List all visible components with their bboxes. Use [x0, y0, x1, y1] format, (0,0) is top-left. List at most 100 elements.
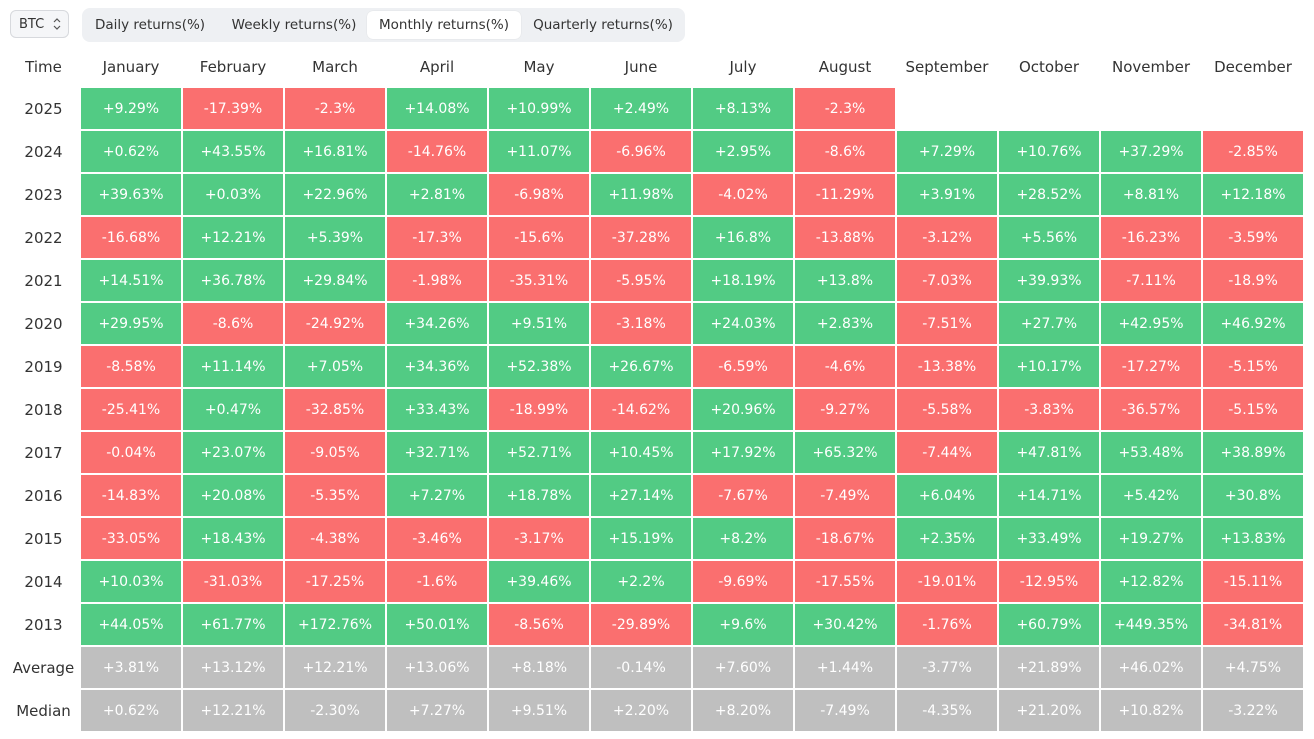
return-cell: +2.35%	[897, 518, 997, 559]
return-cell: -8.6%	[183, 303, 283, 344]
return-cell: -3.18%	[591, 303, 691, 344]
month-column-header[interactable]: September	[905, 57, 989, 76]
summary-cell: +13.06%	[387, 647, 487, 688]
return-cell: -9.05%	[285, 432, 385, 473]
year-label: 2013	[24, 615, 63, 634]
return-cell: +12.21%	[183, 217, 283, 258]
month-column-header[interactable]: January	[102, 57, 160, 76]
year-label: 2016	[24, 486, 63, 505]
table-row: 2013 +44.05% +61.77% +172.76% +50.01% -8.56% -…	[8, 604, 1303, 645]
table-body: 2025 +9.29% -17.39% -2.3% +14.08% +10.99% +2.4…	[8, 88, 1303, 731]
tab-weekly-returns[interactable]: Weekly returns(%)	[231, 17, 357, 33]
year-label: 2014	[24, 572, 63, 591]
tab-quarterly-returns[interactable]: Quarterly returns(%)	[533, 17, 673, 33]
return-cell: -7.51%	[897, 303, 997, 344]
return-cell: +7.27%	[387, 475, 487, 516]
return-cell: +34.36%	[387, 346, 487, 387]
return-cell: +39.46%	[489, 561, 589, 602]
return-cell: +3.91%	[897, 174, 997, 215]
summary-cell: +0.62%	[81, 690, 181, 731]
return-cell: +16.81%	[285, 131, 385, 172]
return-cell: +65.32%	[795, 432, 895, 473]
return-cell: -3.83%	[999, 389, 1099, 430]
return-cell: -15.6%	[489, 217, 589, 258]
month-column-header[interactable]: October	[1018, 57, 1080, 76]
return-cell: +449.35%	[1101, 604, 1201, 645]
summary-cell: +8.20%	[693, 690, 793, 731]
summary-cell: +1.44%	[795, 647, 895, 688]
table-row: 2017 -0.04% +23.07% -9.05% +32.71% +52.71% +10…	[8, 432, 1303, 473]
return-cell: +27.14%	[591, 475, 691, 516]
return-cell: -24.92%	[285, 303, 385, 344]
return-cell: +22.96%	[285, 174, 385, 215]
month-column-header[interactable]: March	[312, 57, 358, 76]
return-cell: +15.19%	[591, 518, 691, 559]
empty-return-cell	[897, 88, 997, 129]
return-cell: +10.03%	[81, 561, 181, 602]
return-cell: +5.56%	[999, 217, 1099, 258]
return-cell: +32.71%	[387, 432, 487, 473]
return-cell: -14.62%	[591, 389, 691, 430]
return-cell: -1.76%	[897, 604, 997, 645]
return-cell: -18.99%	[489, 389, 589, 430]
return-cell: +42.95%	[1101, 303, 1201, 344]
return-cell: +9.6%	[693, 604, 793, 645]
return-cell: -25.41%	[81, 389, 181, 430]
month-column-header[interactable]: June	[624, 57, 658, 76]
return-cell: -0.04%	[81, 432, 181, 473]
month-column-header[interactable]: July	[729, 57, 757, 76]
return-cell: -8.58%	[81, 346, 181, 387]
return-cell: -4.02%	[693, 174, 793, 215]
table-row: 2016 -14.83% +20.08% -5.35% +7.27% +18.78% +27…	[8, 475, 1303, 516]
return-cell: +7.05%	[285, 346, 385, 387]
return-cell: -17.3%	[387, 217, 487, 258]
return-cell: -13.88%	[795, 217, 895, 258]
summary-cell: +13.12%	[183, 647, 283, 688]
return-cell: -7.67%	[693, 475, 793, 516]
summary-cell: -7.49%	[795, 690, 895, 731]
month-column-header[interactable]: February	[199, 57, 267, 76]
return-cell: -18.9%	[1203, 260, 1303, 301]
tab-monthly-returns[interactable]: Monthly returns(%)	[367, 11, 521, 39]
summary-cell: +7.60%	[693, 647, 793, 688]
month-column-header[interactable]: December	[1214, 57, 1292, 76]
return-cell: +50.01%	[387, 604, 487, 645]
summary-cell: +21.20%	[999, 690, 1099, 731]
return-cell: +16.8%	[693, 217, 793, 258]
asset-selector[interactable]: BTC	[10, 10, 69, 38]
return-cell: +38.89%	[1203, 432, 1303, 473]
return-cell: -5.58%	[897, 389, 997, 430]
return-cell: -31.03%	[183, 561, 283, 602]
return-cell: -7.11%	[1101, 260, 1201, 301]
return-cell: +33.43%	[387, 389, 487, 430]
empty-return-cell	[999, 88, 1099, 129]
month-column-header[interactable]: August	[818, 57, 872, 76]
return-cell: +8.13%	[693, 88, 793, 129]
return-cell: -7.49%	[795, 475, 895, 516]
return-cell: -17.39%	[183, 88, 283, 129]
summary-cell: -2.30%	[285, 690, 385, 731]
return-cell: +17.92%	[693, 432, 793, 473]
month-column-header[interactable]: May	[523, 57, 555, 76]
month-column-header[interactable]: November	[1111, 57, 1191, 76]
return-cell: +11.14%	[183, 346, 283, 387]
summary-cell: +4.75%	[1203, 647, 1303, 688]
table-row: 2024 +0.62% +43.55% +16.81% -14.76% +11.07% -6…	[8, 131, 1303, 172]
table-row: 2022 -16.68% +12.21% +5.39% -17.3% -15.6% -37.…	[8, 217, 1303, 258]
return-cell: +28.52%	[999, 174, 1099, 215]
summary-cell: +12.21%	[285, 647, 385, 688]
return-cell: +2.83%	[795, 303, 895, 344]
return-cell: +8.2%	[693, 518, 793, 559]
year-label: 2019	[24, 357, 63, 376]
return-cell: +12.18%	[1203, 174, 1303, 215]
tab-daily-returns[interactable]: Daily returns(%)	[94, 17, 206, 33]
year-label: 2024	[24, 142, 63, 161]
month-column-header[interactable]: April	[419, 57, 455, 76]
return-cell: -9.27%	[795, 389, 895, 430]
return-cell: -1.6%	[387, 561, 487, 602]
return-cell: -17.25%	[285, 561, 385, 602]
summary-cell: +2.20%	[591, 690, 691, 731]
return-cell: +0.47%	[183, 389, 283, 430]
table-row: 2023 +39.63% +0.03% +22.96% +2.81% -6.98% +11.…	[8, 174, 1303, 215]
return-cell: +7.29%	[897, 131, 997, 172]
